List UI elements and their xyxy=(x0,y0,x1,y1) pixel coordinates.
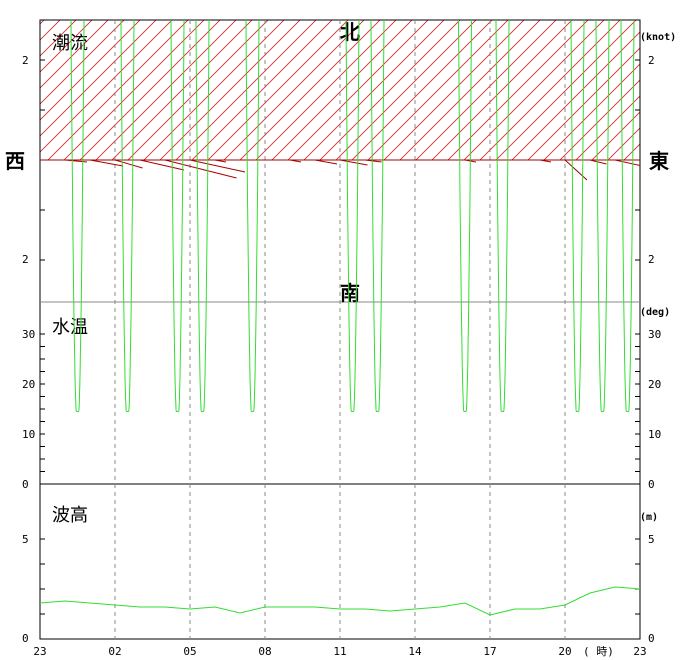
temperature-line xyxy=(70,20,635,412)
current-vector xyxy=(339,159,368,166)
south-label: 南 xyxy=(340,281,360,305)
wave-tick-5-left: 5 xyxy=(22,533,29,546)
east-label: 東 xyxy=(649,149,669,173)
x-label-02: 02 xyxy=(108,645,121,658)
x-label-23-end: 23 xyxy=(633,645,646,658)
x-label-11: 11 xyxy=(333,645,346,658)
current-vector xyxy=(114,159,143,169)
north-label: 北 xyxy=(340,20,360,44)
wave-tick-0-right: 0 xyxy=(648,632,655,645)
x-axis-unit-label: ( 時) xyxy=(583,645,614,658)
current-tick-upper-left: 2 xyxy=(22,54,29,67)
x-label-23-start: 23 xyxy=(33,645,46,658)
temp-tick-20-right: 20 xyxy=(648,378,661,391)
temp-tick-30-left: 30 xyxy=(22,328,35,341)
wave-tick-5-right: 5 xyxy=(648,533,655,546)
x-label-05: 05 xyxy=(183,645,196,658)
current-vector xyxy=(89,159,124,167)
west-label: 西 xyxy=(5,149,25,173)
current-vector xyxy=(139,159,185,171)
x-label-14: 14 xyxy=(408,645,422,658)
current-hatch-area xyxy=(40,20,640,160)
x-label-08: 08 xyxy=(258,645,271,658)
current-vector xyxy=(189,159,246,173)
wave-tick-0-left: 0 xyxy=(22,632,29,645)
temp-tick-0-right: 0 xyxy=(648,478,655,491)
current-vector xyxy=(564,159,588,181)
current-tick-upper-right: 2 xyxy=(648,54,655,67)
temp-panel-title: 水温 xyxy=(52,317,88,338)
temp-tick-0-left: 0 xyxy=(22,478,29,491)
wave-unit-label: (m) xyxy=(640,512,658,523)
temp-unit-label: (deg) xyxy=(640,307,670,318)
current-vector xyxy=(614,159,640,166)
current-tick-lower-right: 2 xyxy=(648,253,655,266)
temp-tick-30-right: 30 xyxy=(648,328,661,341)
current-vectors xyxy=(40,159,640,181)
x-label-17: 17 xyxy=(483,645,496,658)
temp-tick-10-right: 10 xyxy=(648,428,661,441)
current-vector xyxy=(164,159,237,179)
current-vector xyxy=(314,159,338,165)
wave-height-line xyxy=(39,586,641,616)
x-label-20: 20 xyxy=(558,645,571,658)
temp-tick-10-left: 10 xyxy=(22,428,35,441)
current-vector xyxy=(589,159,607,165)
temp-tick-20-left: 20 xyxy=(22,378,35,391)
current-unit-label: (knot) xyxy=(640,32,676,43)
vertical-gridlines xyxy=(114,20,566,639)
wave-panel-title: 波高 xyxy=(52,505,88,526)
current-tick-lower-left: 2 xyxy=(22,253,29,266)
current-panel-title: 潮流 xyxy=(52,33,88,54)
